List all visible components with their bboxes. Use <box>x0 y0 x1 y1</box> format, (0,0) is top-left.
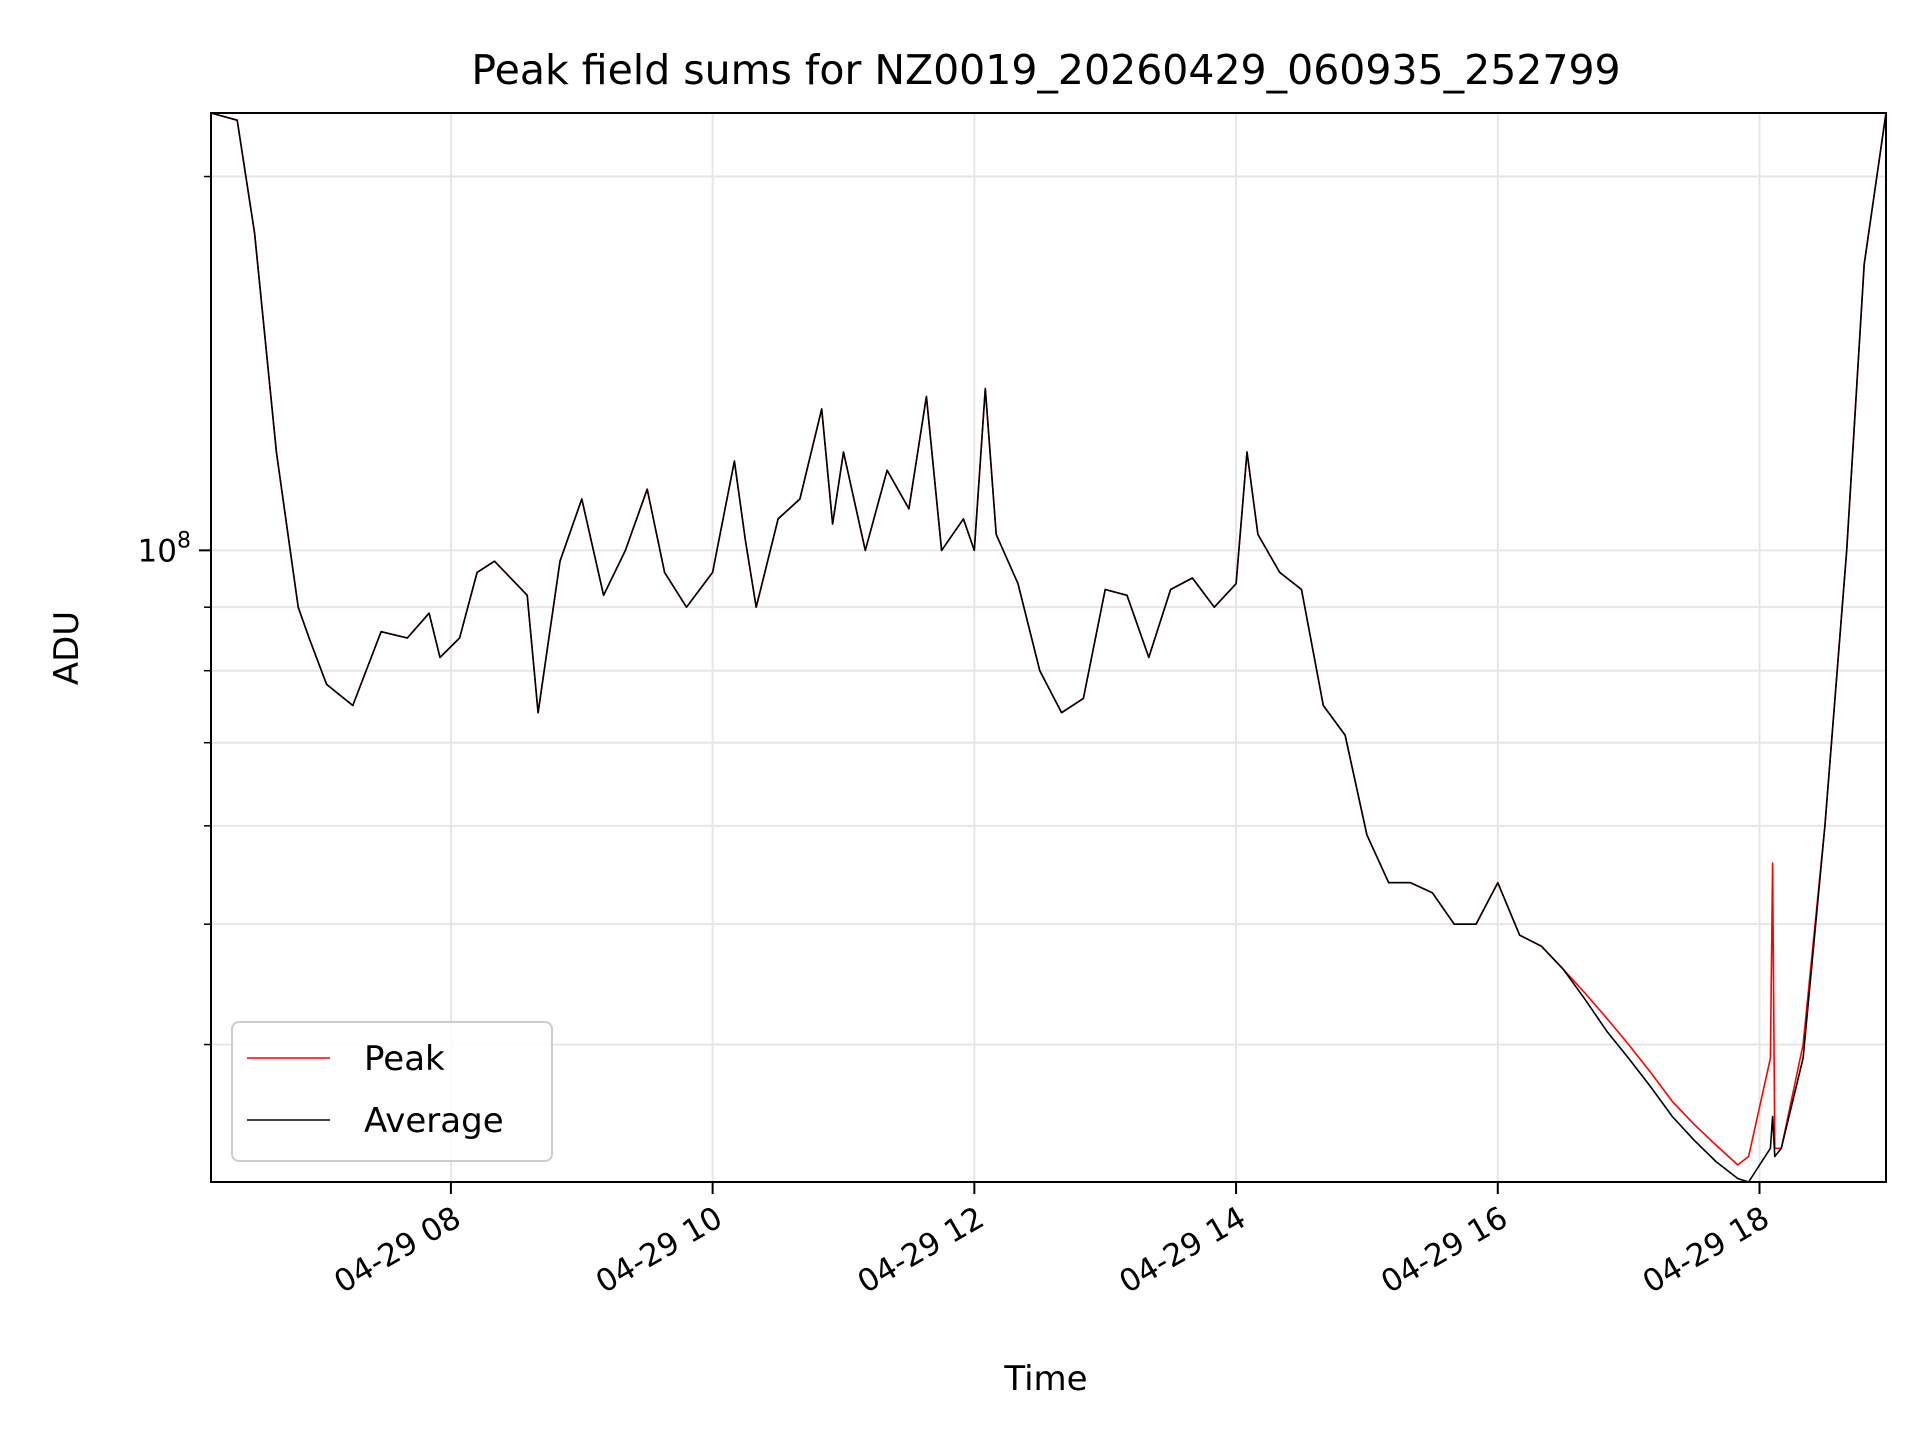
y-tick-label: 108 <box>138 528 191 569</box>
plot-frame <box>210 112 1887 1183</box>
y-axis-label: ADU <box>47 611 87 685</box>
legend-label-peak: Peak <box>364 1039 445 1079</box>
legend: Peak Average <box>231 1021 553 1162</box>
legend-label-average: Average <box>364 1101 504 1141</box>
series-line-average <box>210 112 1887 1183</box>
x-axis-label: Time <box>1003 1359 1087 1399</box>
y-tick-base: 10 <box>138 533 177 569</box>
series-lines <box>210 112 1887 1183</box>
grid-lines <box>211 113 1886 1182</box>
chart-title: Peak field sums for NZ0019_20260429_0609… <box>471 46 1620 94</box>
legend-box <box>231 1021 553 1162</box>
y-tick-exponent: 8 <box>177 528 191 553</box>
y-axis-ticks: 108 <box>138 175 211 1046</box>
